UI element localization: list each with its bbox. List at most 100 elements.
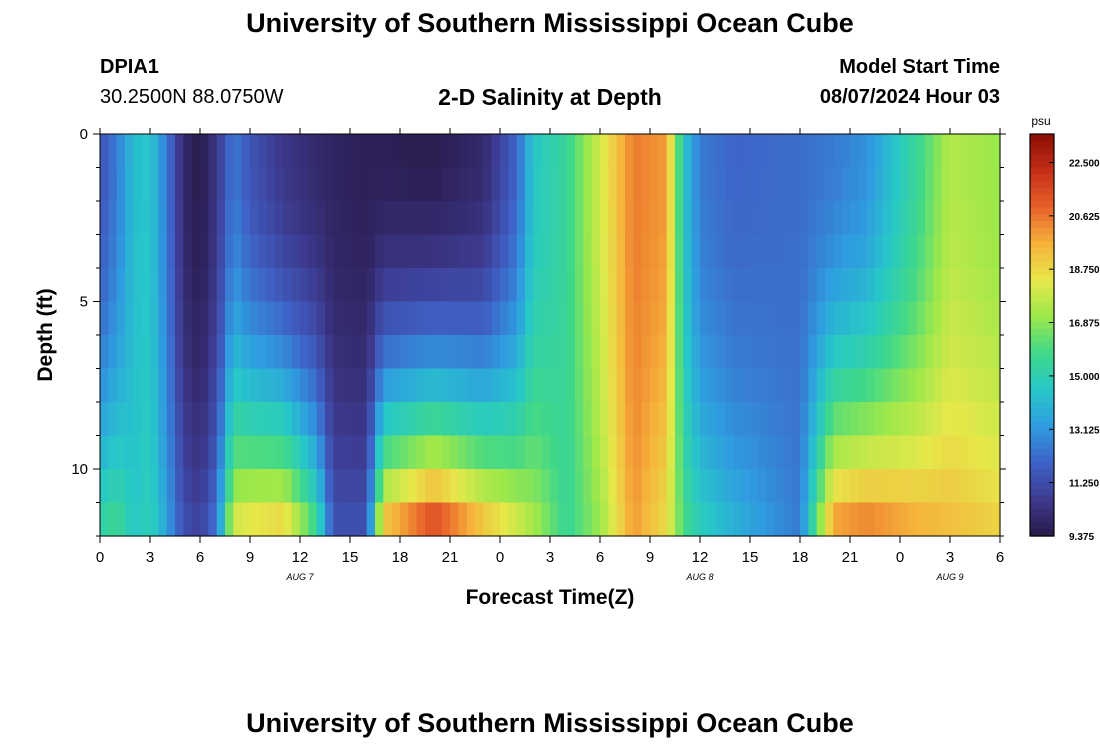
heatmap-cell [283, 368, 293, 403]
heatmap-cell [158, 435, 168, 470]
heatmap-cell [725, 167, 734, 202]
heatmap-cell [533, 469, 543, 504]
colorbar-swatch [1030, 348, 1054, 356]
heatmap-cell [575, 301, 584, 336]
heatmap-cell [566, 134, 576, 169]
heatmap-cell [691, 134, 701, 169]
colorbar-swatch [1030, 529, 1054, 537]
heatmap-cell [900, 234, 909, 269]
heatmap-cell [441, 502, 451, 537]
heatmap-cell [241, 335, 251, 370]
heatmap-cell [758, 268, 768, 303]
heatmap-cell [808, 502, 818, 537]
heatmap-cell [566, 234, 576, 269]
heatmap-cell [308, 301, 318, 336]
heatmap-cell [933, 201, 943, 236]
colorbar-swatch [1030, 408, 1054, 416]
heatmap-cell [500, 134, 509, 169]
heatmap-cell [216, 469, 226, 504]
heatmap-cell [483, 335, 493, 370]
heatmap-cell [350, 335, 359, 370]
heatmap-cell [633, 402, 643, 437]
heatmap-cell [341, 301, 351, 336]
heatmap-cell [750, 234, 759, 269]
heatmap-cell [516, 335, 526, 370]
page-title: University of Southern Mississippi Ocean… [246, 8, 854, 38]
heatmap-cell [933, 368, 943, 403]
heatmap-cell [166, 435, 176, 470]
heatmap-cell [441, 134, 451, 169]
heatmap-cell [975, 268, 984, 303]
heatmap-cell [100, 469, 109, 504]
heatmap-cell [625, 268, 634, 303]
colorbar-swatch [1030, 160, 1054, 169]
heatmap-cell [933, 435, 943, 470]
heatmap-cell [825, 234, 834, 269]
heatmap-cell [400, 167, 409, 202]
heatmap-cell [566, 435, 576, 470]
heatmap-cell [716, 201, 726, 236]
heatmap-cell [541, 167, 551, 202]
heatmap-cell [708, 301, 718, 336]
heatmap-cell [666, 435, 676, 470]
colorbar-unit-label: psu [1031, 114, 1050, 128]
heatmap-cell [125, 435, 134, 470]
heatmap-cell [400, 268, 409, 303]
heatmap-cell [733, 134, 743, 169]
heatmap-cell [608, 134, 618, 169]
heatmap-cell [591, 469, 601, 504]
heatmap-cell [966, 502, 976, 537]
heatmap-cell [550, 335, 559, 370]
heatmap-cell [233, 469, 243, 504]
heatmap-cell [466, 134, 476, 169]
heatmap-cell [991, 234, 1001, 269]
colorbar-swatch [1030, 134, 1054, 142]
heatmap-cell [241, 201, 251, 236]
heatmap-cell [100, 167, 109, 202]
heatmap-cell [558, 502, 568, 537]
heatmap-cell [541, 402, 551, 437]
colorbar-swatch [1030, 301, 1054, 309]
heatmap-cell [808, 469, 818, 504]
heatmap-cell [691, 167, 701, 202]
heatmap-cell [850, 368, 859, 403]
heatmap-cell [816, 301, 826, 336]
heatmap-cell [183, 301, 193, 336]
heatmap-cell [900, 368, 909, 403]
heatmap-cell [491, 201, 501, 236]
heatmap-cell [458, 268, 468, 303]
x-axis: 0 3 6 9 12 15 18 21 0 3 6 9 12 15 18 21 0 3 6 AUG 7 AUG 8 AUG… [96, 128, 1004, 582]
heatmap-cell [225, 234, 234, 269]
heatmap-cell [466, 201, 476, 236]
heatmap-cell [508, 234, 518, 269]
heatmap-cell [166, 368, 176, 403]
heatmap-cell [900, 134, 909, 169]
heatmap-cell [841, 201, 851, 236]
heatmap-cell [600, 234, 609, 269]
heatmap-cell [450, 435, 459, 470]
heatmap-cell [775, 502, 784, 537]
heatmap-cell [316, 134, 326, 169]
heatmap-cell [350, 435, 359, 470]
heatmap-cell [683, 402, 693, 437]
heatmap-cell [533, 201, 543, 236]
heatmap-cell [508, 368, 518, 403]
heatmap-cell [650, 368, 659, 403]
heatmap-cell [558, 402, 568, 437]
heatmap-cell [708, 234, 718, 269]
colorbar-swatch [1030, 187, 1054, 195]
heatmap-cell [341, 335, 351, 370]
heatmap-cell [300, 402, 309, 437]
heatmap-cell [383, 134, 393, 169]
colorbar-swatch [1030, 154, 1054, 162]
heatmap-cell [683, 435, 693, 470]
heatmap-cell [458, 469, 468, 504]
heatmap-cell [533, 435, 543, 470]
heatmap-cell [441, 469, 451, 504]
colorbar-swatch [1030, 442, 1054, 450]
heatmap-cell [741, 435, 751, 470]
heatmap-cell [666, 134, 676, 169]
heatmap-cell [683, 134, 693, 169]
heatmap-cell [225, 368, 234, 403]
heatmap-cell [475, 234, 484, 269]
